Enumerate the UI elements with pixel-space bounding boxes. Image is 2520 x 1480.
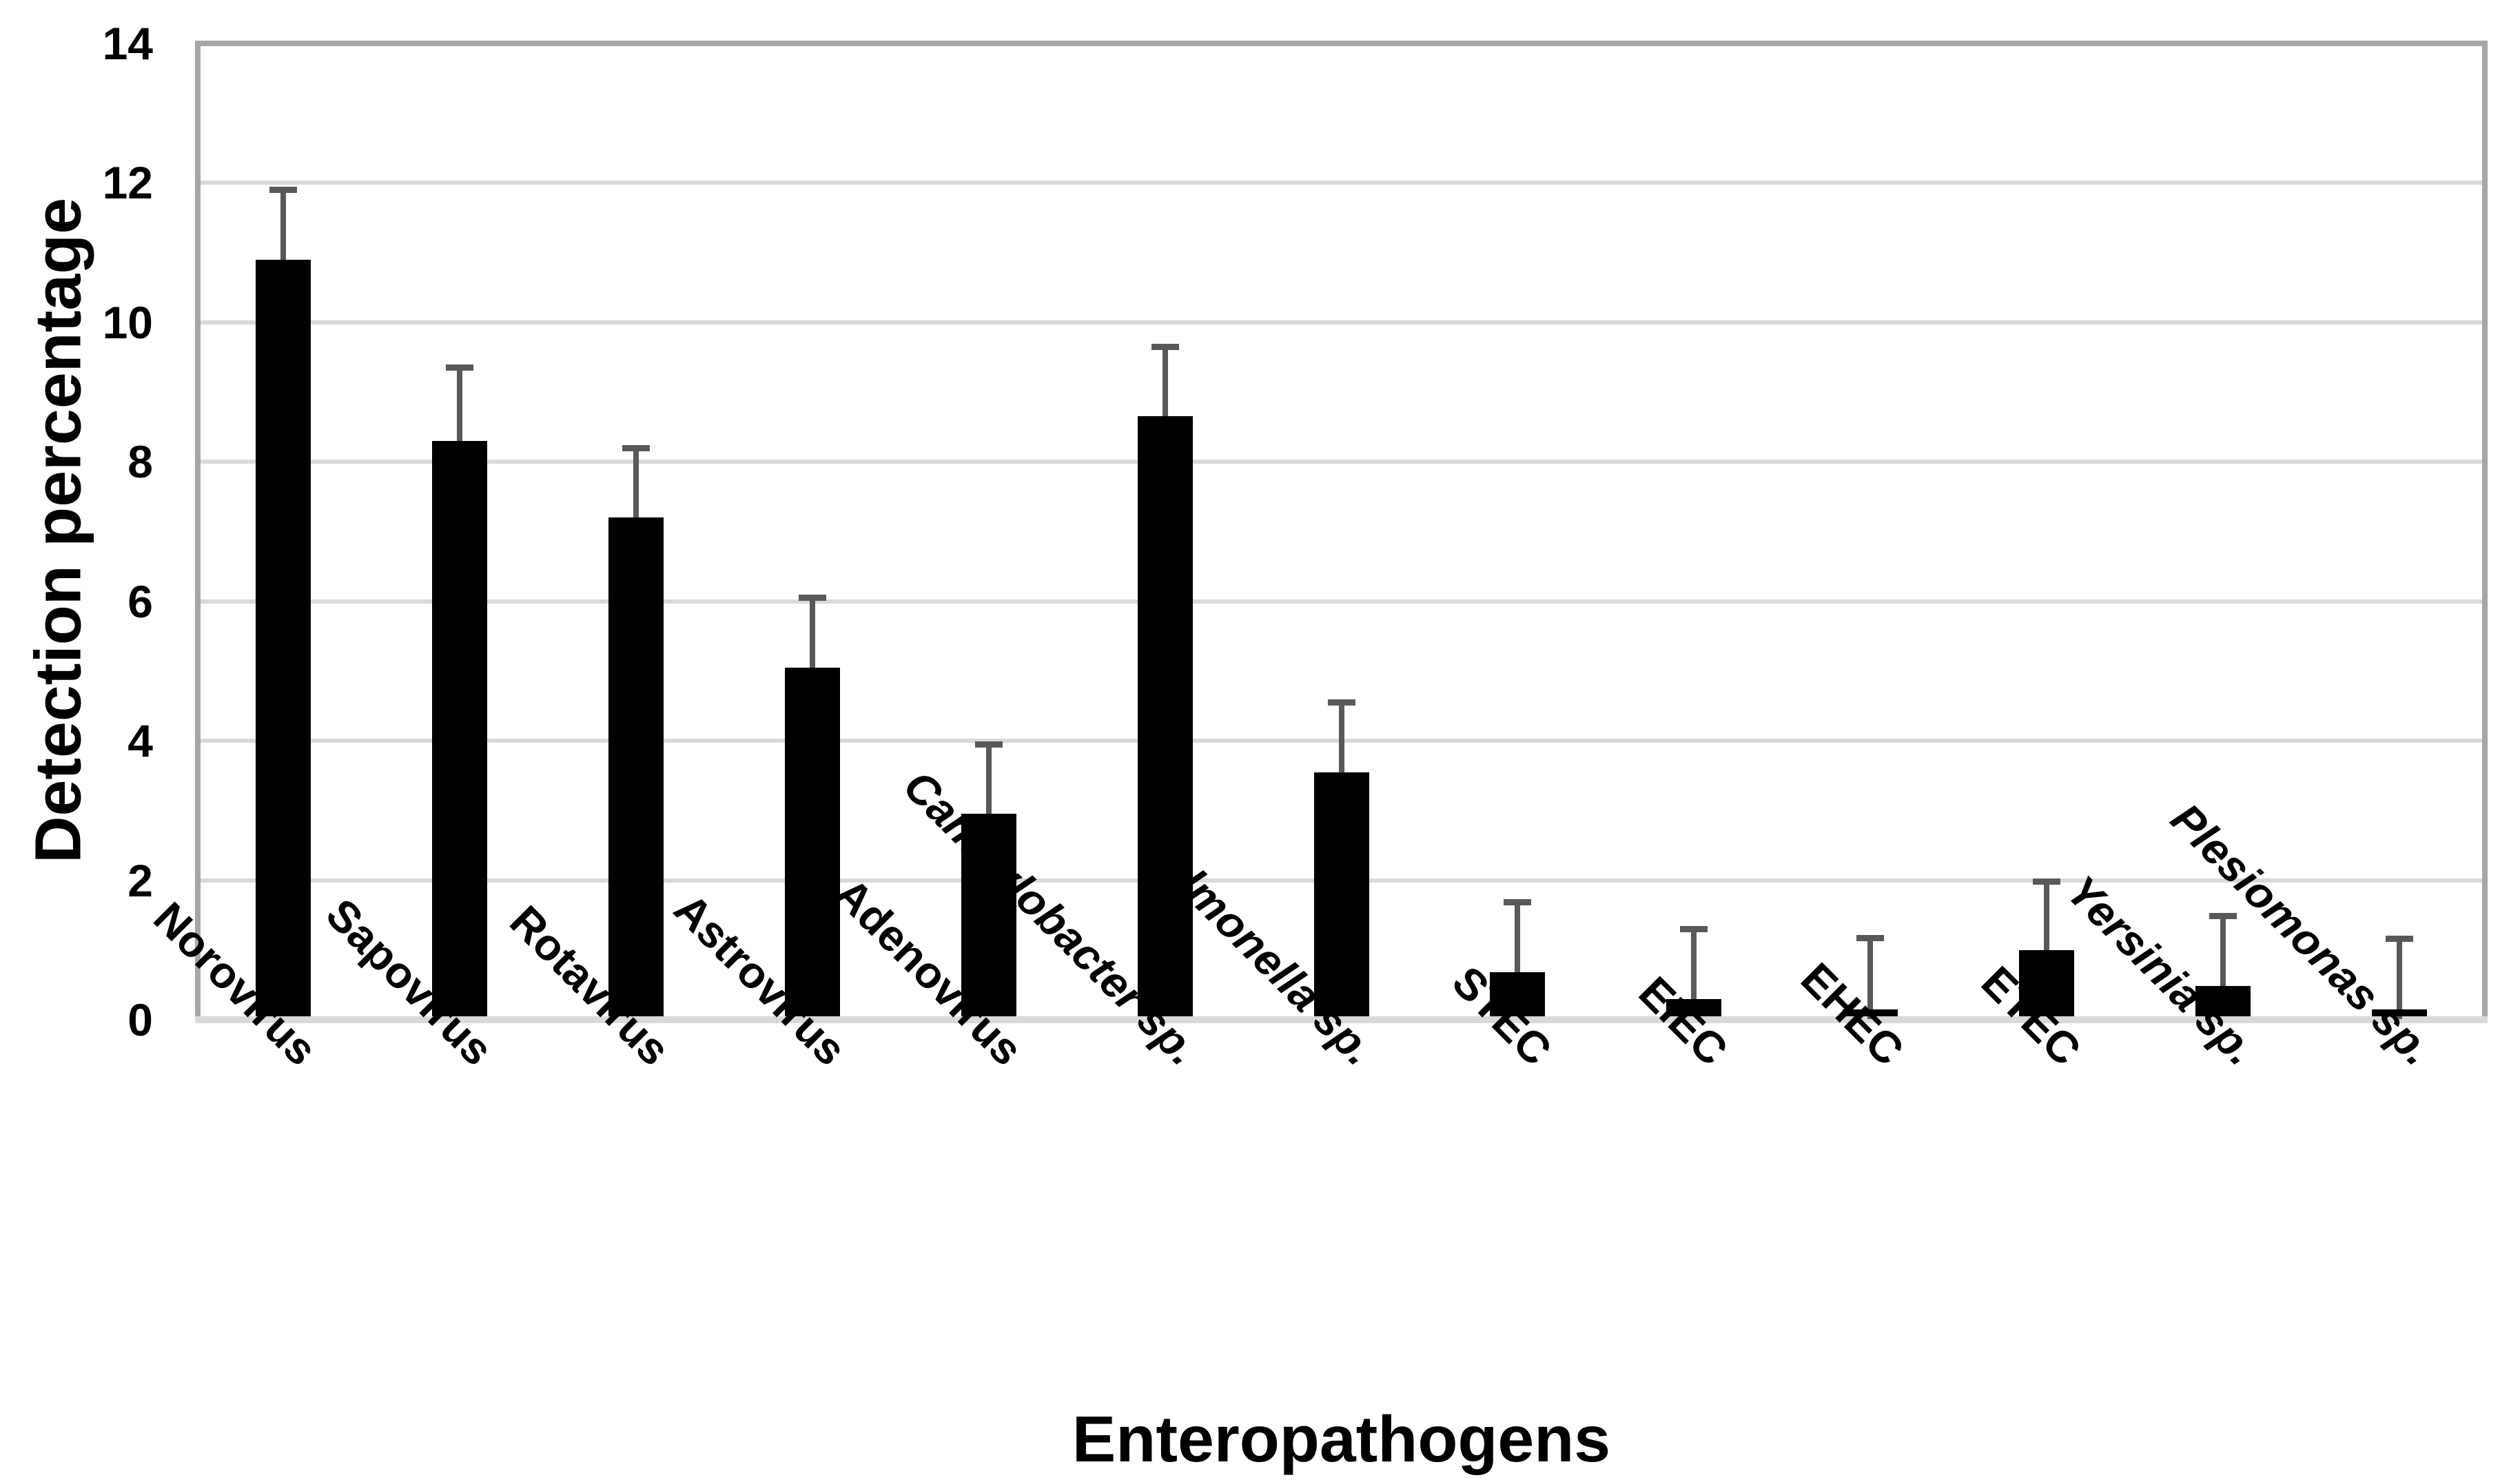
error-bar-line-rotavirus <box>633 448 639 528</box>
bar-plesiomonas-sp <box>2372 1009 2428 1016</box>
x-axis-title: Enteropathogens <box>1072 1403 1611 1476</box>
error-bar-line-astrovirus <box>809 597 815 677</box>
y-tick-label-10: 10 <box>102 296 153 348</box>
error-bar-line-adenovirus <box>985 744 992 824</box>
error-bar-cap-yersinia-sp <box>2209 912 2237 919</box>
error-bar-line-norovirus <box>280 189 286 269</box>
gridline-6 <box>201 599 2482 604</box>
error-bar-cap-norovirus <box>269 187 297 194</box>
bar-salmonella-sp <box>1313 772 1369 1016</box>
y-tick-label-2: 2 <box>127 854 153 906</box>
bar-eiec <box>1666 998 1722 1016</box>
error-bar-line-campylobacter-sp <box>1162 347 1168 426</box>
error-bar-cap-salmonella-sp <box>1327 699 1355 706</box>
bar-rotavirus <box>608 517 664 1016</box>
y-tick-label-4: 4 <box>127 715 153 767</box>
plot-border <box>195 41 2488 1020</box>
bar-stec <box>1490 972 1546 1016</box>
error-bar-cap-astrovirus <box>798 595 826 602</box>
error-bar-cap-etec <box>2033 878 2061 885</box>
y-axis-title: Detection percentage <box>21 197 95 863</box>
error-bar-line-salmonella-sp <box>1338 702 1344 782</box>
error-bar-cap-stec <box>1504 899 1532 906</box>
error-bar-line-stec <box>1515 902 1521 983</box>
error-bar-cap-ehec <box>1856 935 1885 942</box>
y-tick-label-6: 6 <box>127 575 153 627</box>
bar-campylobacter-sp <box>1137 416 1193 1016</box>
error-bar-cap-campylobacter-sp <box>1151 343 1179 350</box>
error-bar-line-sapovirus <box>456 367 462 451</box>
bar-norovirus <box>255 259 311 1016</box>
error-bar-cap-adenovirus <box>974 741 1003 748</box>
y-tick-label-0: 0 <box>127 994 153 1045</box>
gridline-10 <box>201 320 2482 325</box>
error-bar-cap-plesiomonas-sp <box>2386 936 2414 943</box>
error-bar-cap-sapovirus <box>445 364 473 371</box>
bar-ehec <box>1843 1009 1898 1016</box>
error-bar-cap-eiec <box>1680 925 1708 932</box>
error-bar-line-yersinia-sp <box>2220 916 2226 996</box>
error-bar-line-etec <box>2044 881 2050 960</box>
gridline-8 <box>201 460 2482 464</box>
bar-astrovirus <box>784 667 840 1016</box>
bar-sapovirus <box>431 440 487 1016</box>
error-bar-cap-rotavirus <box>622 444 650 451</box>
y-tick-label-8: 8 <box>127 436 153 488</box>
gridline-12 <box>201 181 2482 185</box>
error-bar-line-plesiomonas-sp <box>2397 938 2403 1019</box>
x-axis-line <box>195 1016 2488 1023</box>
y-tick-label-14: 14 <box>102 18 153 69</box>
bar-etec <box>2019 949 2075 1016</box>
error-bar-line-ehec <box>1867 938 1874 1019</box>
bar-adenovirus <box>961 814 1016 1016</box>
bar-yersinia-sp <box>2195 986 2251 1016</box>
y-tick-label-12: 12 <box>102 157 153 209</box>
error-bar-line-eiec <box>1691 929 1697 1009</box>
